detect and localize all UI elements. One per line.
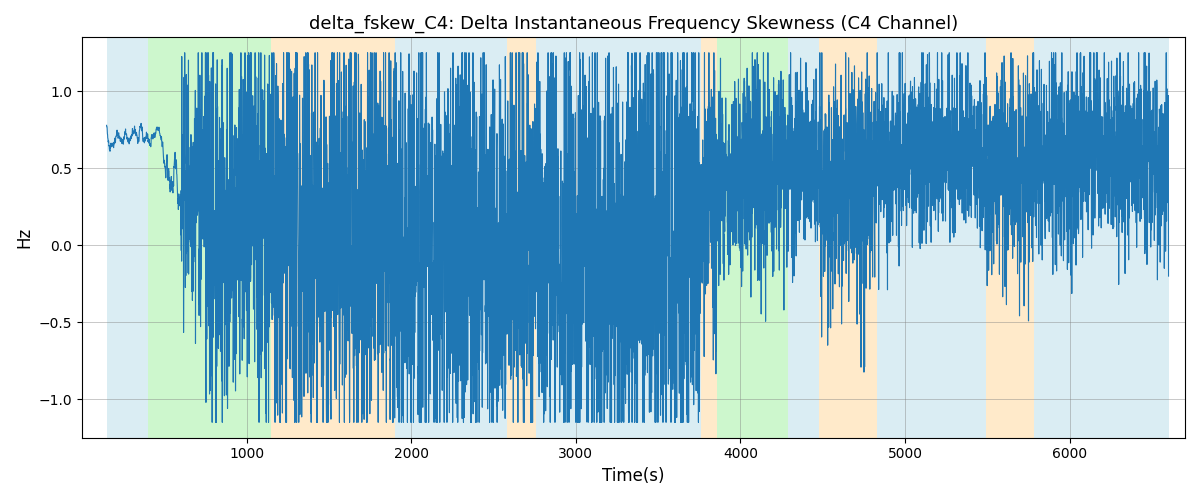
Bar xyxy=(877,38,985,438)
Bar xyxy=(985,38,1033,438)
Bar xyxy=(506,38,536,438)
Bar xyxy=(718,38,788,438)
X-axis label: Time(s): Time(s) xyxy=(602,467,665,485)
Bar xyxy=(271,38,395,438)
Bar xyxy=(395,38,506,438)
Bar xyxy=(536,38,701,438)
Y-axis label: Hz: Hz xyxy=(14,227,32,248)
Bar xyxy=(1033,38,1169,438)
Title: delta_fskew_C4: Delta Instantaneous Frequency Skewness (C4 Channel): delta_fskew_C4: Delta Instantaneous Freq… xyxy=(308,15,958,34)
Bar xyxy=(701,38,718,438)
Bar xyxy=(148,38,271,438)
Bar xyxy=(820,38,877,438)
Bar xyxy=(788,38,820,438)
Bar xyxy=(107,38,148,438)
